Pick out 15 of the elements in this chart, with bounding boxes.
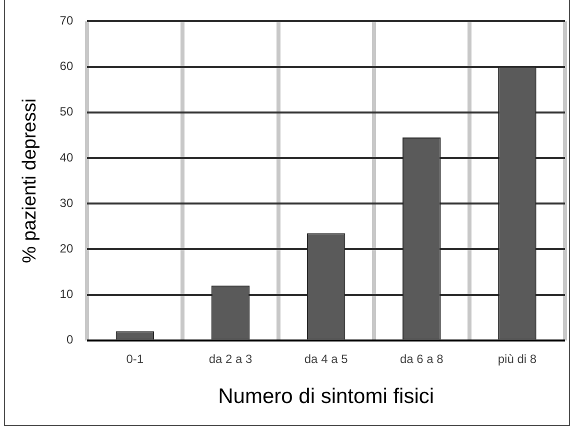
x-axis-title: Numero di sintomi fisici (218, 385, 434, 408)
y-tick-label: 20 (60, 242, 74, 256)
x-tick-label: da 4 a 5 (304, 352, 348, 366)
y-tick-label: 70 (60, 14, 74, 28)
y-tick-label: 10 (60, 287, 74, 302)
x-tick-label: 0-1 (126, 352, 144, 366)
x-tick-label: più di 8 (498, 352, 537, 366)
y-tick-label: 0 (66, 332, 74, 347)
y-tick-label: 40 (60, 150, 74, 164)
y-tick-label: 50 (60, 104, 74, 119)
y-tick-label: 30 (60, 196, 74, 210)
x-tick-label: da 6 a 8 (400, 352, 444, 366)
x-tick-label: da 2 a 3 (208, 352, 253, 366)
y-axis-title: % pazienti depressi (20, 98, 41, 264)
y-tick-label: 60 (60, 59, 74, 74)
